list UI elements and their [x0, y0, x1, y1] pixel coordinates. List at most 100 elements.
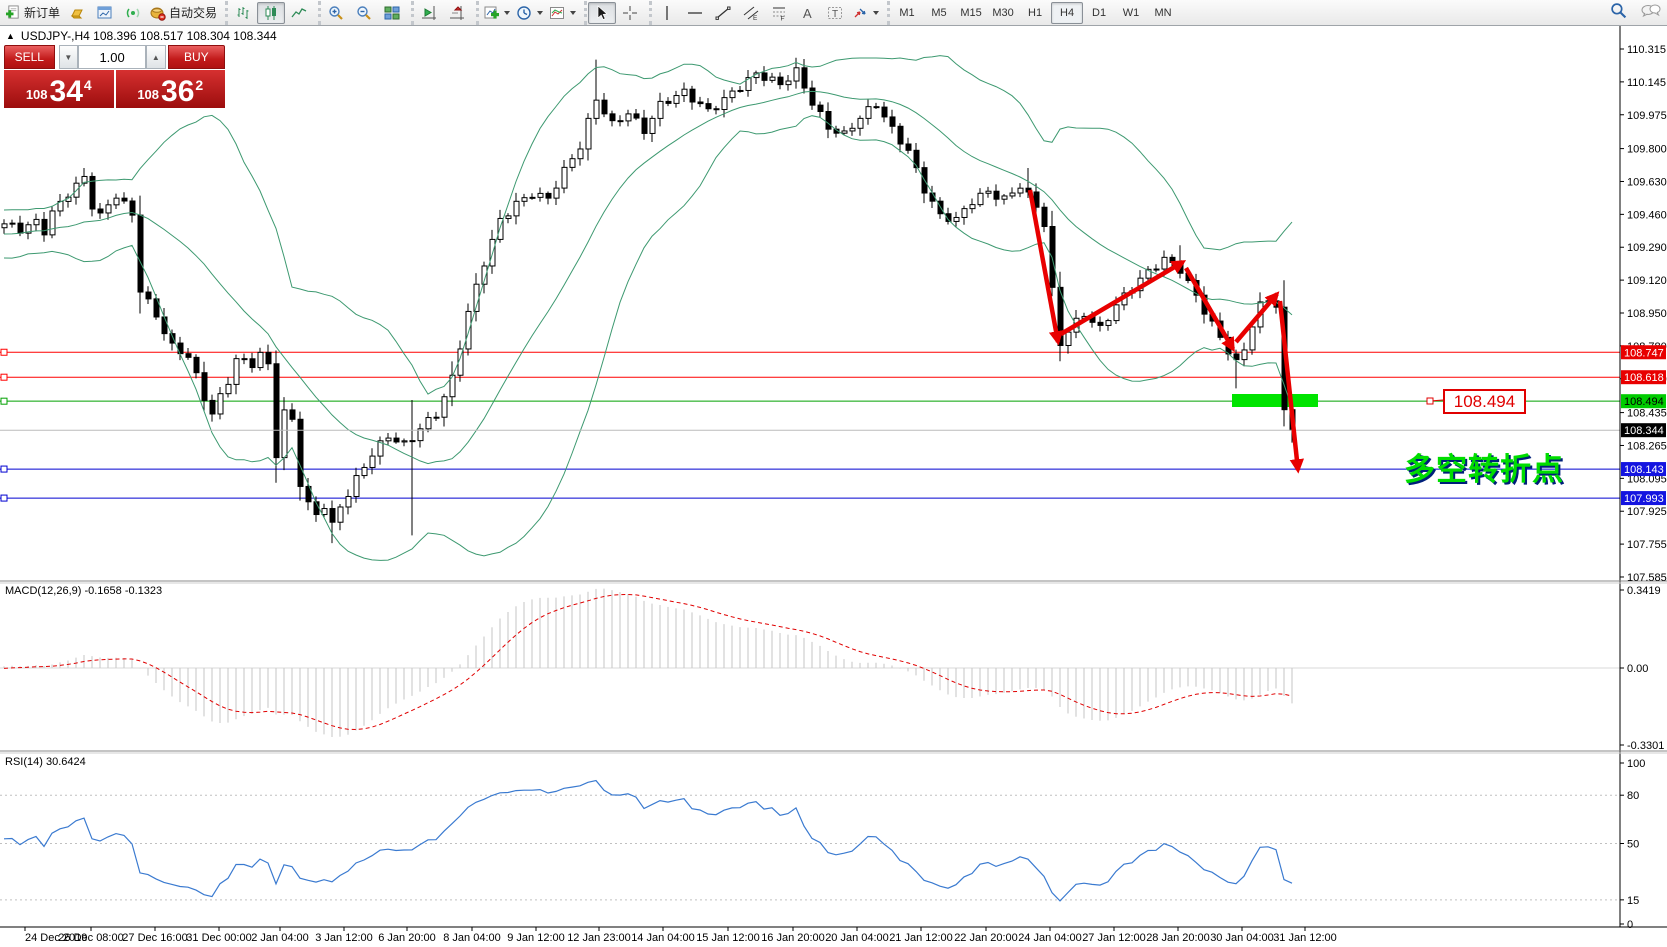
buy-price-display[interactable]: 108 36 2: [115, 70, 225, 108]
svg-text:80: 80: [1627, 790, 1639, 802]
svg-text:28 Jan 20:00: 28 Jan 20:00: [1146, 932, 1210, 944]
bar-chart-icon: [237, 6, 249, 19]
chat-icon[interactable]: [1641, 3, 1661, 19]
svg-text:24 Jan 04:00: 24 Jan 04:00: [1018, 932, 1082, 944]
crosshair-icon: [623, 5, 638, 20]
svg-text:8 Jan 04:00: 8 Jan 04:00: [443, 932, 501, 944]
cursor-button[interactable]: [588, 1, 617, 24]
line-chart-icon: [291, 7, 307, 17]
svg-text:F: F: [781, 15, 785, 21]
autotrading-button[interactable]: 自动交易: [147, 2, 220, 24]
search-icon[interactable]: [1610, 2, 1627, 19]
timeframe-button-D1[interactable]: D1: [1092, 6, 1107, 19]
auto-scroll-button[interactable]: [415, 2, 443, 24]
toolbar-group-chart-type: [225, 0, 316, 25]
timeframe-button-H4[interactable]: H4: [1051, 1, 1084, 24]
arrows-button[interactable]: [849, 2, 882, 24]
zoom-out-icon: [357, 5, 371, 20]
timeframe-button-M15[interactable]: M15: [960, 6, 982, 19]
buy-button[interactable]: BUY: [167, 45, 225, 69]
tile-windows-button[interactable]: [378, 2, 406, 24]
vertical-line-button[interactable]: [653, 2, 681, 24]
trendline-icon: [715, 6, 731, 20]
text-icon: A: [803, 6, 812, 21]
svg-text:107.993: 107.993: [1624, 493, 1664, 505]
svg-text:26 Dec 08:00: 26 Dec 08:00: [58, 932, 123, 944]
timeframe-button-M30[interactable]: M30: [992, 6, 1014, 19]
one-click-trade-panel: SELL ▼ 1.00 ▲ BUY 108 34 4 108 36 2: [4, 45, 225, 108]
timeframe-button-M5[interactable]: M5: [931, 6, 947, 19]
zoom-in-button[interactable]: [322, 2, 350, 24]
timeframe-button-H1[interactable]: H1: [1028, 6, 1043, 19]
toolbar-group-insert: [476, 0, 582, 25]
svg-text:22 Jan 20:00: 22 Jan 20:00: [954, 932, 1018, 944]
symbol-header: ▲ USDJPY-,H4 108.396 108.517 108.304 108…: [6, 29, 277, 43]
svg-text:24 Dec 2019: 24 Dec 2019: [25, 932, 87, 944]
toolbar-group-trade: 新订单 自动交易: [2, 1, 223, 25]
chart-window-button[interactable]: [91, 2, 119, 24]
trend-arrows[interactable]: [1027, 189, 1305, 474]
timeframe-button-M1[interactable]: M1: [899, 6, 915, 19]
fibonacci-button[interactable]: F: [765, 2, 793, 24]
zoom-in-icon: [329, 5, 343, 20]
price-callout-box[interactable]: 108.494: [1443, 389, 1526, 414]
clock-icon: [517, 5, 531, 20]
timeframe-button-MN[interactable]: MN: [1154, 6, 1172, 19]
price-badges: 108.747 108.618 108.494 108.143 107.993 108.3…: [1621, 345, 1666, 506]
macd-label: MACD(12,26,9) -0.1658 -0.1323: [5, 585, 163, 597]
svg-text:6 Jan 20:00: 6 Jan 20:00: [378, 932, 436, 944]
level-lines: [0, 348, 1620, 502]
svg-text:21 Jan 12:00: 21 Jan 12:00: [889, 932, 953, 944]
trendline-button[interactable]: [709, 2, 737, 24]
volume-input[interactable]: 1.00: [78, 45, 147, 69]
new-order-button[interactable]: 新订单: [3, 2, 63, 24]
rsi-pane: [0, 779, 1620, 902]
collapse-arrow-icon[interactable]: ▲: [6, 31, 15, 41]
volume-decrease-button[interactable]: ▼: [58, 45, 79, 69]
candles: [1, 57, 1296, 544]
horizontal-line-button[interactable]: [681, 2, 709, 24]
chart-shift-button[interactable]: [443, 2, 471, 24]
market-watch-button[interactable]: [63, 2, 91, 24]
sell-button[interactable]: SELL: [4, 45, 55, 69]
signals-button[interactable]: [119, 2, 147, 24]
sell-price-big: 34: [49, 75, 83, 108]
sell-price-display[interactable]: 108 34 4: [4, 70, 114, 108]
buy-price-prefix: 108: [137, 87, 160, 102]
svg-text:14 Jan 04:00: 14 Jan 04:00: [631, 932, 695, 944]
svg-text:110.145: 110.145: [1627, 77, 1666, 89]
equidistant-channel-button[interactable]: E: [737, 2, 765, 24]
text-button[interactable]: A: [793, 2, 821, 24]
line-chart-button[interactable]: [285, 2, 313, 24]
candlestick-chart-button[interactable]: [257, 1, 286, 24]
toolbar-group-scroll: [411, 0, 474, 25]
highlight-rectangle[interactable]: [1232, 394, 1318, 407]
zoom-out-button[interactable]: [350, 2, 378, 24]
svg-text:27 Jan 12:00: 27 Jan 12:00: [1082, 932, 1146, 944]
svg-text:16 Jan 20:00: 16 Jan 20:00: [761, 932, 825, 944]
indicators-caret: [504, 10, 511, 15]
svg-text:108.747: 108.747: [1624, 347, 1664, 359]
volume-increase-button[interactable]: ▲: [146, 45, 166, 69]
crosshair-button[interactable]: [616, 2, 644, 24]
svg-text:108.950: 108.950: [1627, 308, 1667, 320]
svg-text:107.755: 107.755: [1627, 539, 1667, 551]
svg-text:A: A: [803, 6, 812, 21]
periods-button[interactable]: [513, 2, 546, 24]
new-order-icon: [6, 5, 19, 19]
svg-text:-0.3301: -0.3301: [1627, 740, 1664, 752]
bollinger-bands: [3, 55, 1293, 561]
svg-text:0: 0: [1627, 919, 1633, 931]
indicators-button[interactable]: [480, 2, 513, 24]
timeframe-button-W1[interactable]: W1: [1122, 6, 1140, 19]
text-label-button[interactable]: T: [821, 2, 849, 24]
templates-button[interactable]: [546, 2, 579, 24]
templates-icon: [550, 6, 565, 19]
bar-chart-button[interactable]: [229, 2, 257, 24]
buy-price-big: 36: [161, 75, 195, 108]
svg-text:108.618: 108.618: [1624, 372, 1664, 384]
svg-text:109.460: 109.460: [1627, 209, 1667, 221]
